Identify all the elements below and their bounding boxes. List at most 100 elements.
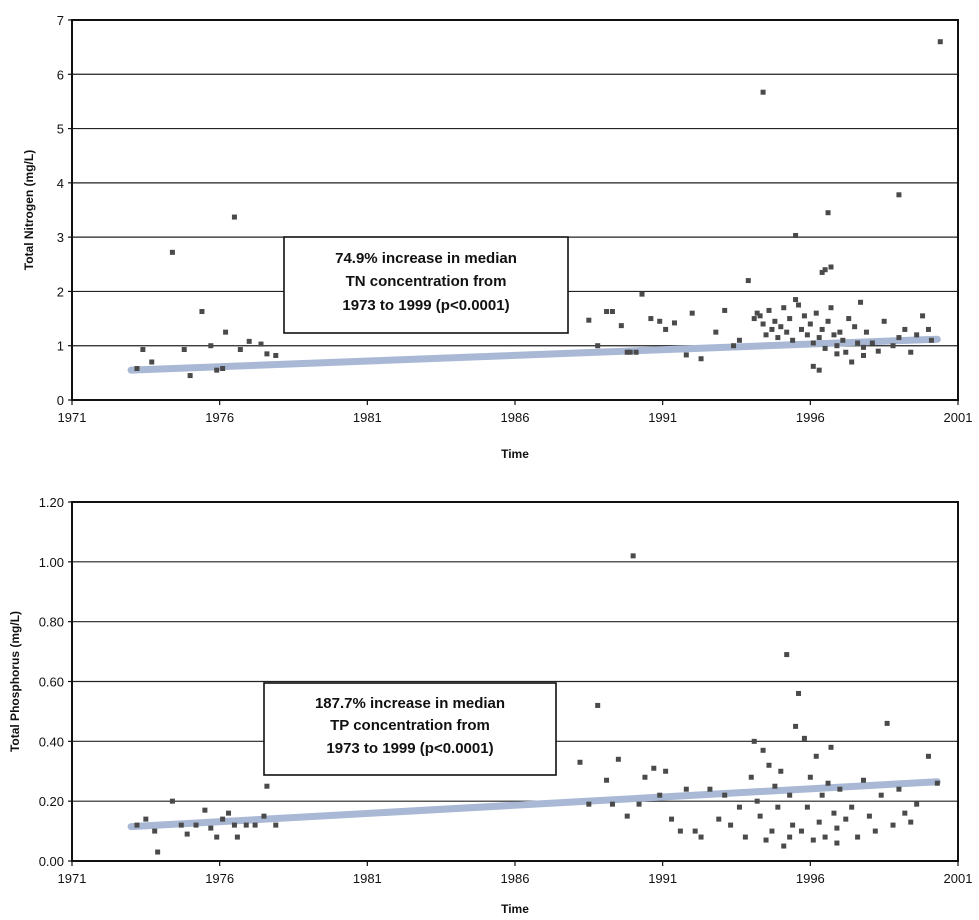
y-tick-label: 6: [57, 67, 64, 82]
data-point: [819, 326, 825, 332]
data-point: [683, 352, 689, 358]
data-point: [187, 373, 193, 379]
data-point: [781, 305, 787, 311]
data-point: [798, 828, 804, 834]
data-point: [860, 344, 866, 350]
data-point: [624, 813, 630, 819]
data-point: [890, 343, 896, 349]
data-point: [214, 834, 220, 840]
data-point: [896, 335, 902, 341]
data-point: [825, 210, 831, 216]
x-axis-title: Time: [501, 447, 529, 461]
data-point: [134, 366, 140, 372]
data-point: [609, 801, 615, 807]
data-point: [784, 329, 790, 335]
x-tick-label: 1996: [796, 410, 825, 425]
x-tick-label: 1971: [58, 871, 87, 886]
data-point: [757, 313, 763, 319]
data-point: [237, 347, 243, 353]
x-tick-label: 1976: [205, 410, 234, 425]
data-point: [860, 352, 866, 358]
data-point: [914, 332, 920, 338]
data-point: [937, 39, 943, 45]
data-point: [908, 349, 914, 355]
data-point: [807, 774, 813, 780]
y-tick-label: 0.60: [39, 675, 64, 690]
data-point: [604, 777, 610, 783]
data-point: [243, 822, 249, 828]
data-point: [760, 321, 766, 327]
data-point: [787, 316, 793, 322]
data-point: [869, 340, 875, 346]
data-point: [837, 329, 843, 335]
data-point: [615, 756, 621, 762]
data-point: [181, 347, 187, 353]
data-point: [713, 329, 719, 335]
data-point: [155, 849, 161, 855]
data-point: [633, 349, 639, 355]
data-point: [651, 765, 657, 771]
y-tick-label: 0.00: [39, 854, 64, 869]
data-point: [757, 813, 763, 819]
y-tick-label: 4: [57, 176, 64, 191]
y-tick-label: 5: [57, 122, 64, 137]
data-point: [828, 264, 834, 270]
x-tick-label: 1986: [501, 410, 530, 425]
data-point: [252, 822, 258, 828]
data-point: [819, 269, 825, 275]
data-point: [801, 313, 807, 319]
x-tick-label: 2001: [944, 410, 973, 425]
data-point: [855, 340, 861, 346]
data-point: [208, 825, 214, 831]
data-point: [716, 816, 722, 822]
data-point: [878, 792, 884, 798]
data-point: [766, 307, 772, 313]
data-point: [846, 316, 852, 322]
data-point: [630, 553, 636, 559]
data-point: [627, 349, 633, 355]
data-point: [220, 366, 226, 372]
data-point: [822, 267, 828, 273]
annotation-line: 187.7% increase in median: [315, 695, 505, 712]
data-point: [193, 822, 199, 828]
x-tick-label: 1981: [353, 871, 382, 886]
data-point: [914, 801, 920, 807]
y-tick-label: 1.00: [39, 555, 64, 570]
data-point: [825, 318, 831, 324]
data-point: [745, 278, 751, 284]
data-point: [793, 297, 799, 303]
data-point: [264, 783, 270, 789]
data-point: [731, 343, 737, 349]
data-point: [604, 309, 610, 315]
data-point: [928, 337, 934, 343]
data-point: [852, 324, 858, 330]
data-point: [671, 320, 677, 326]
data-point: [223, 329, 229, 335]
data-point: [813, 310, 819, 316]
data-point: [184, 831, 190, 837]
data-point: [728, 822, 734, 828]
data-point: [810, 363, 816, 369]
data-point: [689, 310, 695, 316]
data-point: [760, 747, 766, 753]
data-point: [722, 792, 728, 798]
data-point: [855, 834, 861, 840]
data-point: [787, 834, 793, 840]
data-point: [813, 753, 819, 759]
data-point: [890, 822, 896, 828]
data-point: [801, 735, 807, 741]
data-point: [748, 774, 754, 780]
x-tick-label: 1991: [648, 871, 677, 886]
data-point: [273, 352, 279, 358]
data-point: [769, 828, 775, 834]
y-tick-label: 1: [57, 339, 64, 354]
data-point: [793, 723, 799, 729]
data-point: [798, 326, 804, 332]
y-tick-label: 7: [57, 13, 64, 28]
annotation-line: 1973 to 1999 (p<0.0001): [342, 297, 509, 314]
data-point: [866, 813, 872, 819]
data-point: [775, 335, 781, 341]
data-point: [825, 780, 831, 786]
x-tick-label: 1981: [353, 410, 382, 425]
data-point: [766, 762, 772, 768]
